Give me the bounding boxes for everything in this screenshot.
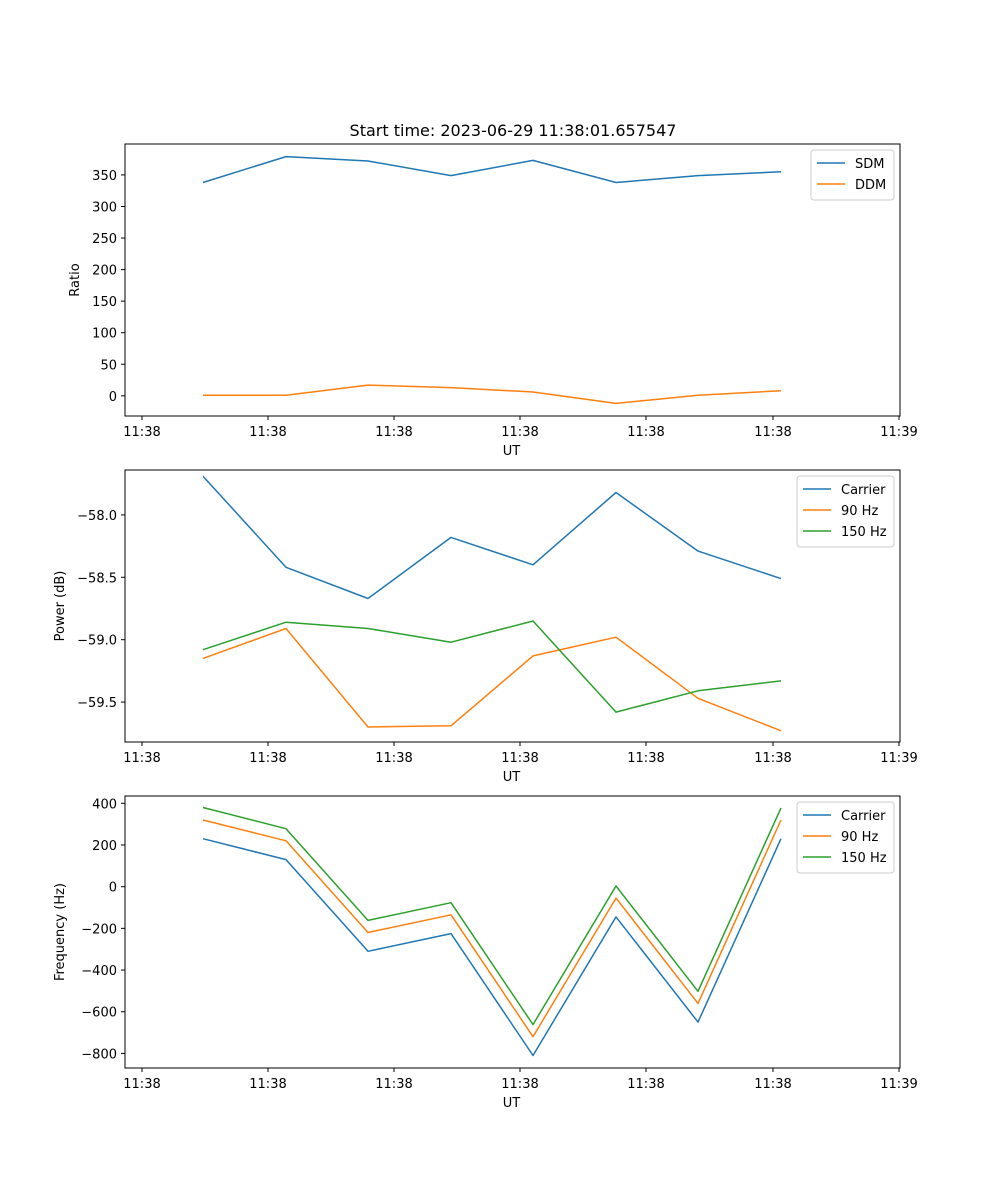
series-line-90-hz: [202, 627, 782, 732]
y-axis-label: Power (dB): [53, 571, 68, 642]
plot-frame: [124, 469, 901, 743]
y-tick-label: 350: [92, 169, 117, 184]
y-tick-label: 150: [92, 295, 117, 310]
legend-entry: SDM: [855, 157, 884, 172]
x-tick-label: 11:38: [627, 1077, 664, 1092]
x-tick-label: 11:38: [754, 1077, 791, 1092]
x-tick-label: 11:38: [501, 1077, 538, 1092]
y-tick-label: 400: [92, 797, 117, 812]
legend-entry: 150 Hz: [841, 851, 887, 866]
x-tick-label: 11:38: [375, 425, 412, 440]
y-tick-label: −59.0: [77, 634, 117, 649]
series-line-150-hz: [202, 806, 782, 1026]
legend-entry: Carrier: [841, 809, 886, 824]
legend-entry: Carrier: [841, 483, 886, 498]
x-axis-label: UT: [503, 444, 521, 459]
x-tick-label: 11:39: [880, 425, 917, 440]
y-tick-label: 200: [92, 839, 117, 854]
y-tick-label: 0: [109, 390, 117, 405]
series-line-90-hz: [202, 819, 782, 1038]
y-tick-label: −58.5: [77, 571, 117, 586]
y-tick-label: 0: [109, 881, 117, 896]
x-tick-label: 11:38: [123, 751, 160, 766]
legend: Carrier 90 Hz 150 Hz: [796, 475, 895, 548]
x-tick-label: 11:39: [880, 751, 917, 766]
y-tick-label: −400: [81, 964, 117, 979]
legend-frame: [796, 475, 895, 548]
series-line-carrier: [202, 837, 782, 1057]
legend-entry: 150 Hz: [841, 525, 887, 540]
plot-frame: [124, 795, 901, 1069]
x-tick-label: 11:38: [754, 425, 791, 440]
x-tick-label: 11:38: [123, 1077, 160, 1092]
y-axis-label: Ratio: [68, 263, 83, 296]
y-tick-label: 300: [92, 200, 117, 215]
x-tick-label: 11:38: [627, 425, 664, 440]
legend-entry: 90 Hz: [841, 830, 878, 845]
x-tick-label: 11:38: [754, 751, 791, 766]
series-line-ddm: [203, 384, 782, 405]
x-tick-label: 11:38: [375, 751, 412, 766]
y-tick-label: 50: [100, 358, 117, 373]
y-tick-label: −800: [81, 1047, 117, 1062]
legend-entry: DDM: [855, 178, 886, 193]
y-tick-label: 200: [92, 264, 117, 279]
x-axis-label: UT: [503, 1096, 521, 1111]
y-tick-label: 100: [92, 327, 117, 342]
x-tick-label: 11:38: [627, 751, 664, 766]
x-tick-label: 11:38: [501, 425, 538, 440]
x-tick-label: 11:38: [249, 425, 286, 440]
series-line-150-hz: [202, 620, 782, 713]
panel-3: 11:38 11:38 11:38 11:38 11:38 11:38 11:39 −800 −…: [53, 795, 918, 1111]
legend: Carrier 90 Hz 150 Hz: [796, 801, 895, 874]
legend-entry: 90 Hz: [841, 504, 878, 519]
figure-title: Start time: 2023-06-29 11:38:01.657547: [350, 121, 677, 140]
panel-2: 11:38 11:38 11:38 11:38 11:38 11:38 11:39 −59.5…: [53, 469, 918, 785]
y-tick-label: −600: [81, 1006, 117, 1021]
panel-1: 11:38 11:38 11:38 11:38 11:38 11:38 11:39 0 50 10…: [68, 143, 918, 459]
y-tick-label: −58.0: [77, 509, 117, 524]
plot-frame: [124, 143, 901, 417]
legend: SDM DDM: [810, 149, 895, 201]
x-axis-label: UT: [503, 770, 521, 785]
x-tick-label: 11:39: [880, 1077, 917, 1092]
legend-frame: [796, 801, 895, 874]
y-tick-label: −59.5: [77, 696, 117, 711]
y-tick-label: −200: [81, 922, 117, 937]
x-tick-label: 11:38: [501, 751, 538, 766]
x-tick-label: 11:38: [249, 1077, 286, 1092]
series-line-carrier: [202, 475, 782, 600]
x-tick-label: 11:38: [249, 751, 286, 766]
y-axis-label: Frequency (Hz): [53, 883, 68, 981]
x-tick-label: 11:38: [375, 1077, 412, 1092]
x-tick-label: 11:38: [123, 425, 160, 440]
y-tick-label: 250: [92, 232, 117, 247]
series-line-sdm: [202, 155, 782, 184]
